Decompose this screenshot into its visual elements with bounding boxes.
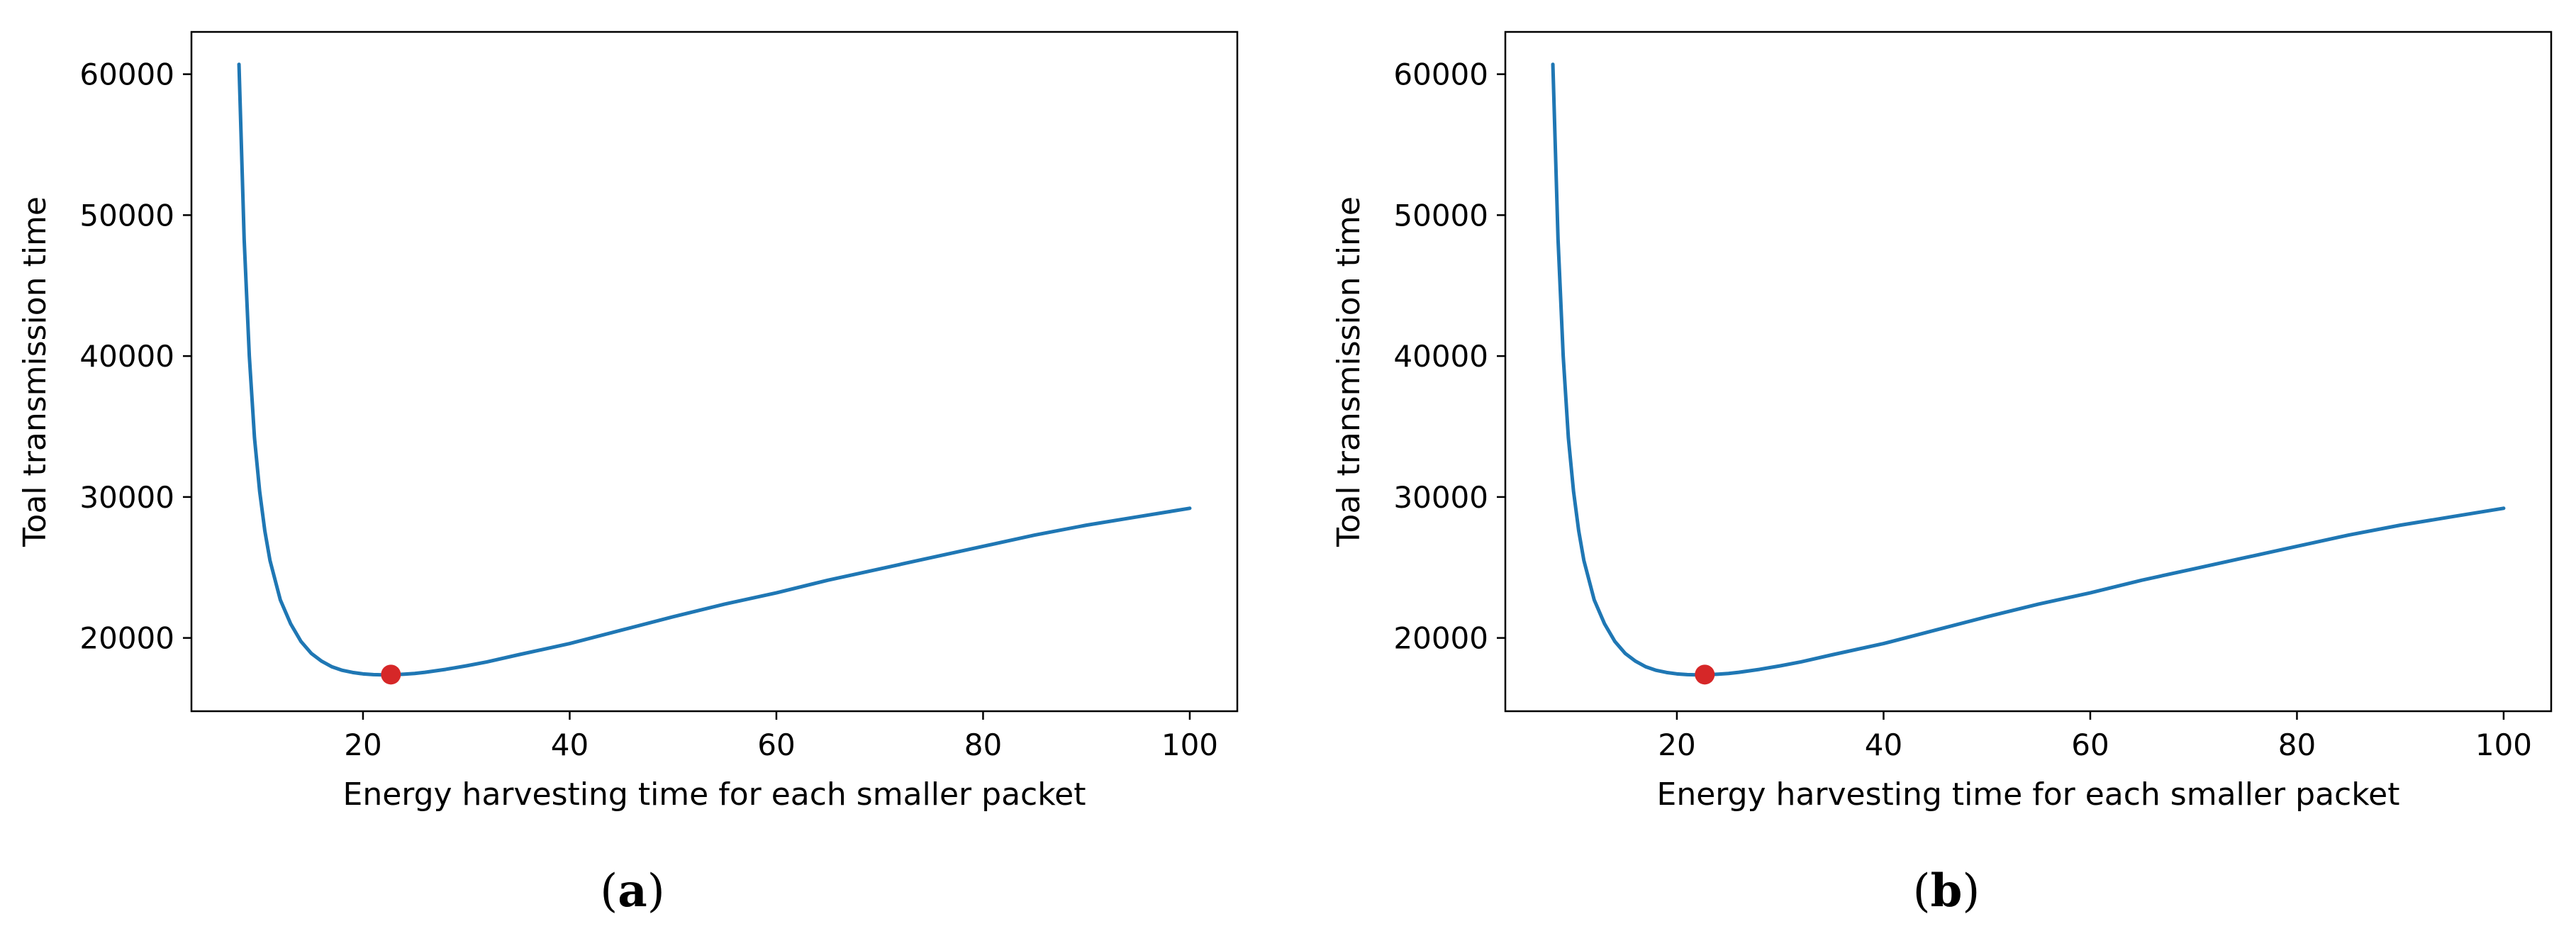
axes-frame <box>190 30 1239 713</box>
series-line <box>1551 62 2506 677</box>
y-tick-label: 50000 <box>1393 198 1488 233</box>
x-tick-label: 20 <box>344 728 381 762</box>
y-tick-label: 60000 <box>1393 57 1488 92</box>
y-tick-label: 40000 <box>79 339 174 374</box>
panel-caption: (b) <box>1913 864 1980 918</box>
x-tick-label: 20 <box>1658 728 1695 762</box>
axes-frame <box>1504 30 2553 713</box>
caption-close-paren: ) <box>647 865 665 918</box>
y-axis-label: Toal transmission time <box>1331 196 1367 547</box>
y-tick-label: 40000 <box>1393 339 1488 374</box>
y-tick-label: 20000 <box>79 621 174 656</box>
y-tick-label: 50000 <box>79 198 174 233</box>
chart-panel-1: 20 40 60 80 100 20000 30000 40000 50000 60000 Ener… <box>17 30 1239 918</box>
x-tick-label: 60 <box>757 728 795 762</box>
x-axis-label: Energy harvesting time for each smaller … <box>1657 776 2400 813</box>
x-tick-label: 80 <box>964 728 1002 762</box>
caption-open-paren: ( <box>600 865 618 918</box>
minimum-point-marker <box>381 664 401 685</box>
x-tick-label: 100 <box>1161 728 1218 762</box>
minimum-point-marker <box>1695 664 1715 685</box>
y-tick-label: 30000 <box>1393 480 1488 515</box>
x-tick-label: 80 <box>2278 728 2316 762</box>
caption-letter: b <box>1931 864 1963 918</box>
caption-open-paren: ( <box>1913 865 1931 918</box>
x-tick-label: 60 <box>2071 728 2109 762</box>
chart-panel-2: 20 40 60 80 100 20000 30000 40000 50000 60000 Ener… <box>1331 30 2553 918</box>
y-tick-label: 30000 <box>79 480 174 515</box>
caption-close-paren: ) <box>1962 865 1980 918</box>
y-tick-label: 20000 <box>1393 621 1488 656</box>
x-axis-label: Energy harvesting time for each smaller … <box>343 776 1086 813</box>
series-line <box>237 62 1192 677</box>
x-tick-label: 40 <box>1865 728 1902 762</box>
y-tick-label: 60000 <box>79 57 174 92</box>
x-tick-label: 40 <box>551 728 589 762</box>
y-axis-label: Toal transmission time <box>17 196 53 547</box>
x-tick-label: 100 <box>2475 728 2532 762</box>
caption-letter: a <box>618 864 647 918</box>
panel-caption: (a) <box>600 864 664 918</box>
